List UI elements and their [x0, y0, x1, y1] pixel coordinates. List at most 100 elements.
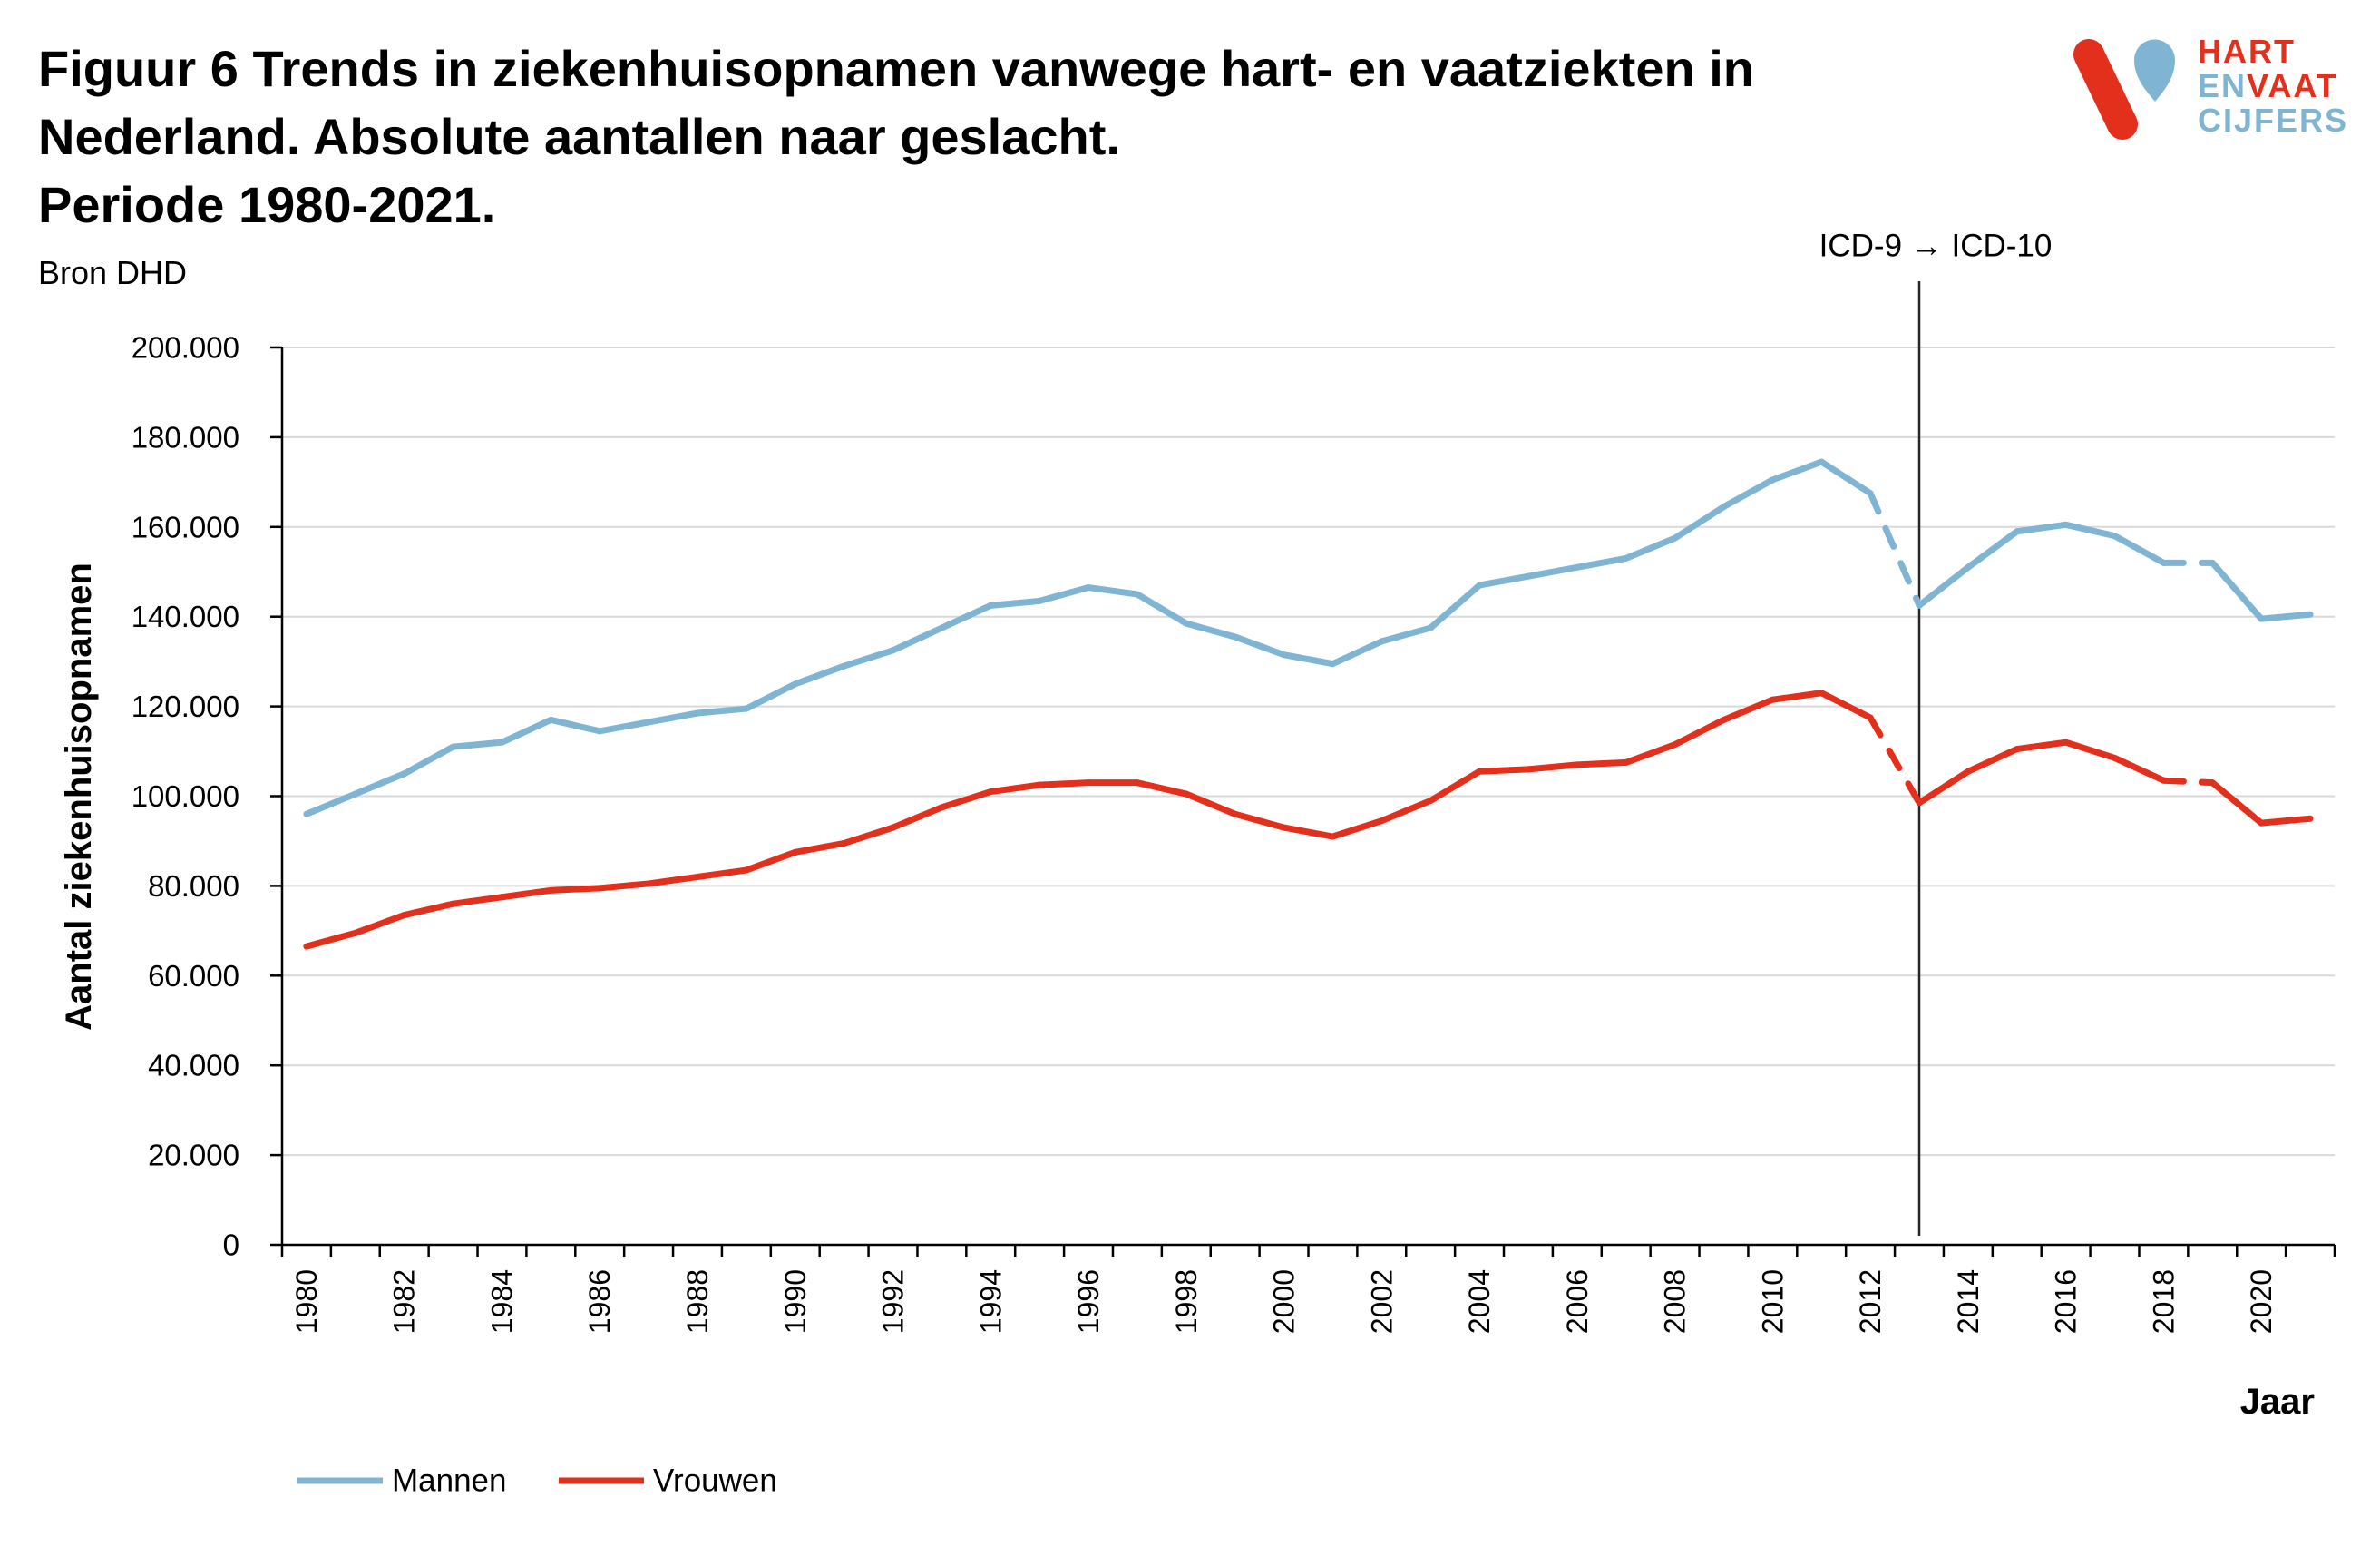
legend: Mannen Vrouwen	[298, 1463, 777, 1499]
mannen-segment-2006-2007	[1574, 554, 1630, 571]
x-tick-label: 2010	[1756, 1269, 1789, 1334]
vrouwen-segment-1980-1981	[303, 929, 359, 950]
vrouwen-segment-1991-1992	[841, 824, 897, 847]
x-tick-label: 1998	[1170, 1269, 1203, 1334]
chart-title-line-2: Nederland. Absolute aantallen naar gesla…	[38, 108, 1120, 165]
mannen-segment-2020-2021	[2258, 611, 2314, 622]
vrouwen-segment-2010-2011	[1769, 690, 1825, 703]
vrouwen-segment-2019-2020	[2209, 779, 2265, 827]
logo-text-hart: HART	[2198, 33, 2296, 70]
mannen-segment-1984-1985	[498, 716, 554, 746]
y-axis-title: Aantal ziekenhuisopnamen	[59, 563, 99, 1031]
vrouwen-segment-2015-2016	[2014, 739, 2070, 753]
y-tick-label: 120.000	[132, 690, 239, 723]
mannen-segment-2014-2015	[1965, 528, 2021, 571]
mannen-segment-1982-1983	[401, 743, 457, 778]
vrouwen-segment-1989-1990	[743, 848, 799, 874]
mannen-segment-2016-2017	[2063, 521, 2119, 540]
vrouwen-segment-2013-2014	[1916, 768, 1972, 807]
legend-label-vrouwen: Vrouwen	[653, 1463, 777, 1499]
vrouwen-segment-1981-1982	[352, 912, 408, 936]
vrouwen-segment-1986-1987	[596, 880, 652, 892]
vrouwen-segment-2014-2015	[1965, 746, 2021, 775]
axes	[270, 346, 2336, 1257]
logo-text-line-2: ENVAAT	[2198, 69, 2348, 103]
vrouwen-segment-2017-2018	[2112, 754, 2167, 784]
x-tick-label: 2016	[2050, 1269, 2082, 1334]
series-lines	[303, 458, 2314, 950]
mannen-segment-1999-2000	[1232, 633, 1288, 659]
mannen-segment-2000-2001	[1281, 651, 1336, 668]
x-tick-label: 2008	[1659, 1269, 1692, 1334]
mannen-segment-1988-1989	[694, 705, 750, 717]
icd-change-label: ICD-9 → ICD-10	[1819, 229, 2053, 264]
x-tick-label: 1988	[681, 1269, 714, 1334]
y-tick-label: 60.000	[148, 959, 239, 993]
y-tick-label: 80.000	[148, 869, 239, 903]
mannen-segment-1993-1994	[938, 602, 994, 631]
y-tick-label: 180.000	[132, 420, 239, 454]
vrouwen-segment-1992-1993	[890, 804, 945, 831]
vrouwen-segment-1984-1985	[498, 886, 554, 901]
vrouwen-segment-1982-1983	[401, 900, 457, 919]
x-tick-label: 1992	[877, 1269, 910, 1334]
y-tick-label: 0	[223, 1228, 239, 1262]
mannen-segment-2007-2008	[1623, 534, 1679, 562]
vrouwen-segment-1983-1984	[450, 894, 505, 907]
x-tick-label: 2012	[1854, 1269, 1887, 1334]
x-tick-label: 2014	[1952, 1269, 1985, 1334]
logo-text-en: EN	[2198, 67, 2248, 104]
y-tick-labels: 0 20.000 40.000 60.000 80.000 100.000 120.000 1…	[132, 331, 239, 1262]
vrouwen-segment-2018-2019	[2160, 777, 2216, 787]
x-tick-labels: 1980 1982 1984 1986 1988 1990 1992 1994 1996 1998…	[290, 1269, 2278, 1334]
logo-text-cijfers: CIJFERS	[2198, 102, 2349, 139]
logo-blue-drop	[2134, 39, 2175, 102]
mannen-segment-2003-2004	[1427, 582, 1483, 631]
y-tick-label: 160.000	[132, 510, 239, 543]
mannen-segment-2001-2002	[1329, 638, 1385, 668]
vrouwen-segment-2011-2012	[1818, 690, 1874, 721]
mannen-segment-1990-1991	[792, 662, 848, 688]
vrouwen-segment-1988-1989	[694, 866, 750, 881]
x-tick-label: 2000	[1268, 1269, 1301, 1334]
vrouwen-segment-2002-2003	[1378, 797, 1434, 825]
mannen-segment-1994-1995	[987, 597, 1043, 609]
vrouwen-segment-1985-1986	[547, 885, 603, 894]
x-axis-title: Jaar	[2240, 1382, 2315, 1422]
vrouwen-segment-1987-1988	[645, 874, 701, 887]
x-tick-label: 1980	[290, 1269, 323, 1334]
mannen-segment-1992-1993	[890, 624, 945, 654]
mannen-segment-2010-2011	[1769, 458, 1825, 484]
mannen-segment-2002-2003	[1378, 624, 1434, 645]
x-tick-label: 2004	[1463, 1269, 1496, 1334]
vrouwen-segment-2003-2004	[1427, 768, 1483, 804]
annotation: ICD-9 → ICD-10	[1819, 229, 2053, 1236]
mannen-segment-2012-2013	[1867, 490, 1923, 609]
y-tick-label: 140.000	[132, 600, 239, 633]
mannen-segment-1998-1999	[1183, 620, 1239, 641]
vrouwen-segment-2000-2001	[1281, 824, 1336, 840]
y-tick-label: 100.000	[132, 779, 239, 813]
y-tick-label: 40.000	[148, 1049, 239, 1082]
vrouwen-segment-2004-2005	[1476, 766, 1532, 775]
vrouwen-segment-1998-1999	[1183, 790, 1239, 817]
mannen-segment-2019-2020	[2209, 559, 2265, 622]
chart-source: Bron DHD	[38, 254, 188, 291]
x-tick-label: 2002	[1365, 1269, 1398, 1334]
chart-title-line-1: Figuur 6 Trends in ziekenhuisopnamen van…	[38, 40, 1754, 97]
mannen-segment-1995-1996	[1036, 584, 1092, 604]
mannen-segment-2008-2009	[1672, 504, 1727, 542]
mannen-segment-1989-1990	[743, 680, 799, 712]
mannen-segment-1981-1982	[352, 770, 408, 798]
vrouwen-segment-1997-1998	[1134, 779, 1190, 798]
vrouwen-segment-1994-1995	[987, 781, 1043, 796]
x-tick-label: 1996	[1072, 1269, 1105, 1334]
mannen-segment-2009-2010	[1720, 476, 1776, 511]
mannen-segment-1985-1986	[547, 716, 603, 735]
vrouwen-segment-2007-2008	[1623, 741, 1679, 766]
vrouwen-segment-2016-2017	[2063, 739, 2119, 761]
mannen-segment-2011-2012	[1818, 458, 1874, 497]
chart-title-line-3: Periode 1980-2021.	[38, 176, 496, 233]
vrouwen-segment-2006-2007	[1574, 758, 1630, 768]
